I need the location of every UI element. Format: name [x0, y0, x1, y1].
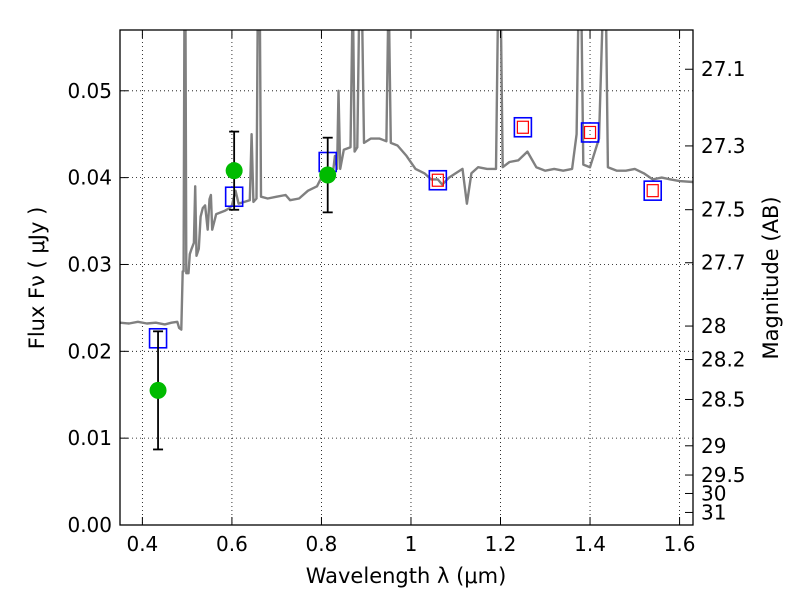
axis-ticks: 0.4 0.6 0.8 1 1.2 1.4 1.6 0.00 0.01 0.02 0.03 0.04 0… — [67, 30, 746, 556]
x-tick-label: 0.8 — [306, 532, 338, 556]
model-square-marker — [513, 116, 533, 138]
model-square-marker — [428, 169, 448, 191]
right-tick-label: 30 — [701, 481, 726, 505]
observed-square-marker — [431, 173, 444, 187]
right-tick-label: 27.7 — [701, 251, 746, 275]
y-axis-right-title: Magnitude (AB) — [759, 196, 783, 359]
observed-square-marker — [516, 120, 529, 134]
y-tick-label: 0.02 — [67, 339, 112, 363]
y-tick-label: 0.01 — [67, 426, 112, 450]
marker-series — [148, 116, 663, 451]
plot-frame — [119, 29, 694, 526]
observed-square-marker — [583, 125, 597, 140]
flux-point-marker — [225, 162, 243, 180]
spectrum-series — [120, 30, 693, 331]
y-tick-label: 0.05 — [67, 79, 112, 103]
right-tick-label: 28.2 — [701, 348, 746, 372]
x-tick-label: 1 — [405, 532, 418, 556]
x-tick-label: 1.6 — [664, 532, 696, 556]
x-axis-title: Wavelength λ (μm) — [306, 564, 507, 588]
x-tick-label: 1.2 — [485, 532, 517, 556]
model-square-marker — [580, 122, 600, 143]
right-tick-label: 29.5 — [701, 463, 746, 487]
x-tick-label: 0.4 — [126, 532, 158, 556]
observed-square-marker — [646, 184, 659, 198]
right-tick-label: 27.5 — [701, 198, 746, 222]
y-axis-title: Flux Fν ( μJy ) — [25, 207, 49, 350]
right-tick-label: 29 — [701, 434, 726, 458]
right-tick-label: 31 — [701, 500, 726, 524]
model-square-marker — [643, 180, 663, 201]
plot-area — [120, 30, 693, 525]
x-tick-label: 0.6 — [216, 532, 248, 556]
right-tick-label: 28.5 — [701, 387, 746, 411]
spectrum-line — [120, 30, 693, 331]
x-tick-label: 1.4 — [574, 532, 606, 556]
y-tick-label: 0.03 — [67, 252, 112, 276]
right-tick-label: 27.3 — [701, 134, 746, 158]
y-tick-label: 0.00 — [67, 513, 112, 537]
gridlines — [120, 30, 693, 526]
flux-point-marker — [319, 166, 337, 184]
right-tick-label: 27.1 — [701, 57, 746, 81]
right-tick-label: 28 — [701, 314, 726, 338]
y-tick-label: 0.04 — [67, 166, 112, 190]
flux-point-marker — [149, 381, 167, 399]
